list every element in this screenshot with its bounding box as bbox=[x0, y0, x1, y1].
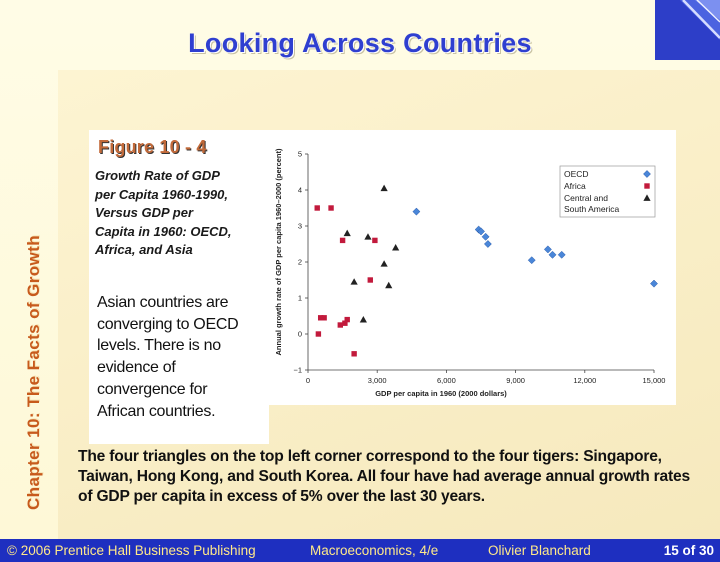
x-tick-label: 15,000 bbox=[643, 376, 666, 385]
legend-markers bbox=[643, 170, 651, 201]
africa-point bbox=[342, 320, 348, 326]
convergence-note: Asian countries are converging to OECD l… bbox=[97, 294, 239, 420]
oecd-point bbox=[650, 279, 658, 288]
asia-america-point bbox=[359, 316, 367, 323]
legend-label-africa: Africa bbox=[564, 181, 586, 191]
africa-point bbox=[351, 351, 357, 357]
legend-label-america-line1: Central and bbox=[564, 193, 608, 203]
y-axis-label: Annual growth rate of GDP per capita 196… bbox=[274, 148, 283, 356]
asia-america-point bbox=[364, 233, 372, 240]
oecd-point bbox=[481, 232, 490, 241]
legend: OECD Africa Central and South America bbox=[559, 165, 656, 218]
figure-label: Figure 10 - 4 bbox=[98, 137, 207, 157]
slide-title: Looking Across Countries bbox=[188, 28, 532, 58]
chapter-side-label: Chapter 10: The Facts of Growth bbox=[24, 235, 43, 510]
oecd-point bbox=[557, 250, 566, 259]
x-tick-label: 6,000 bbox=[437, 376, 456, 385]
footer-book-title: Macroeconomics, 4/e bbox=[310, 543, 439, 558]
y-ticks: −1 0 1 2 3 4 5 bbox=[293, 150, 308, 375]
data-points bbox=[314, 184, 658, 357]
asia-america-point bbox=[392, 244, 400, 251]
legend-label-america-line2: South America bbox=[564, 204, 620, 214]
africa-point bbox=[315, 331, 322, 337]
oecd-point bbox=[527, 256, 536, 265]
oecd-point bbox=[483, 240, 492, 248]
africa-point bbox=[321, 315, 327, 321]
footer-page-number: 15 of 30 bbox=[663, 543, 714, 558]
x-tick-label: 12,000 bbox=[573, 376, 596, 385]
y-tick-label: 2 bbox=[298, 258, 302, 267]
oecd-point bbox=[548, 250, 557, 259]
legend-marker-america bbox=[643, 194, 651, 201]
caption-box bbox=[89, 162, 269, 444]
oecd-point bbox=[543, 245, 552, 254]
y-tick-label: −1 bbox=[293, 366, 302, 375]
corner-logo bbox=[655, 0, 720, 60]
legend-label-oecd: OECD bbox=[564, 169, 589, 179]
footer-bar: © 2006 Prentice Hall Business Publishing… bbox=[0, 539, 720, 562]
asia-america-point bbox=[350, 278, 358, 285]
africa-point bbox=[344, 316, 350, 323]
footer-author: Olivier Blanchard bbox=[488, 543, 591, 558]
africa-point bbox=[339, 237, 346, 244]
scatter-chart: −1 0 1 2 3 4 5 0 3,000 6,000 9,000 12,000 15,000 An… bbox=[274, 148, 666, 398]
legend-label-america: Central and South America bbox=[564, 193, 620, 214]
asia-america-point bbox=[380, 184, 388, 192]
y-tick-label: 1 bbox=[298, 294, 302, 303]
asia-america-point bbox=[385, 281, 393, 289]
legend-marker-africa bbox=[644, 183, 650, 189]
africa-point bbox=[367, 277, 373, 283]
figure-caption: Growth Rate of GDP per Capita 1960-1990,… bbox=[95, 168, 232, 257]
africa-point bbox=[337, 322, 343, 328]
africa-point bbox=[372, 237, 378, 244]
africa-point bbox=[328, 205, 334, 211]
legend-box bbox=[559, 165, 656, 218]
y-tick-label: 5 bbox=[298, 150, 302, 159]
africa-point bbox=[314, 205, 320, 211]
x-tick-label: 3,000 bbox=[368, 376, 387, 385]
x-axis-label: GDP per capita in 1960 (2000 dollars) bbox=[375, 389, 507, 398]
footer-copyright: © 2006 Prentice Hall Business Publishing bbox=[7, 543, 256, 558]
africa-point bbox=[317, 315, 324, 321]
asia-america-point bbox=[380, 260, 388, 267]
oecd-point bbox=[477, 227, 485, 236]
x-tick-label: 9,000 bbox=[506, 376, 525, 385]
x-ticks: 0 3,000 6,000 9,000 12,000 15,000 bbox=[306, 370, 666, 385]
y-tick-label: 3 bbox=[298, 222, 302, 231]
asia-america-point bbox=[343, 229, 351, 237]
oecd-point bbox=[412, 207, 421, 216]
y-tick-label: 4 bbox=[298, 186, 302, 195]
x-tick-label: 0 bbox=[306, 376, 310, 385]
tigers-explanation: The four triangles on the top left corne… bbox=[78, 448, 690, 505]
legend-marker-oecd bbox=[643, 170, 651, 178]
y-tick-label: 0 bbox=[298, 330, 302, 339]
